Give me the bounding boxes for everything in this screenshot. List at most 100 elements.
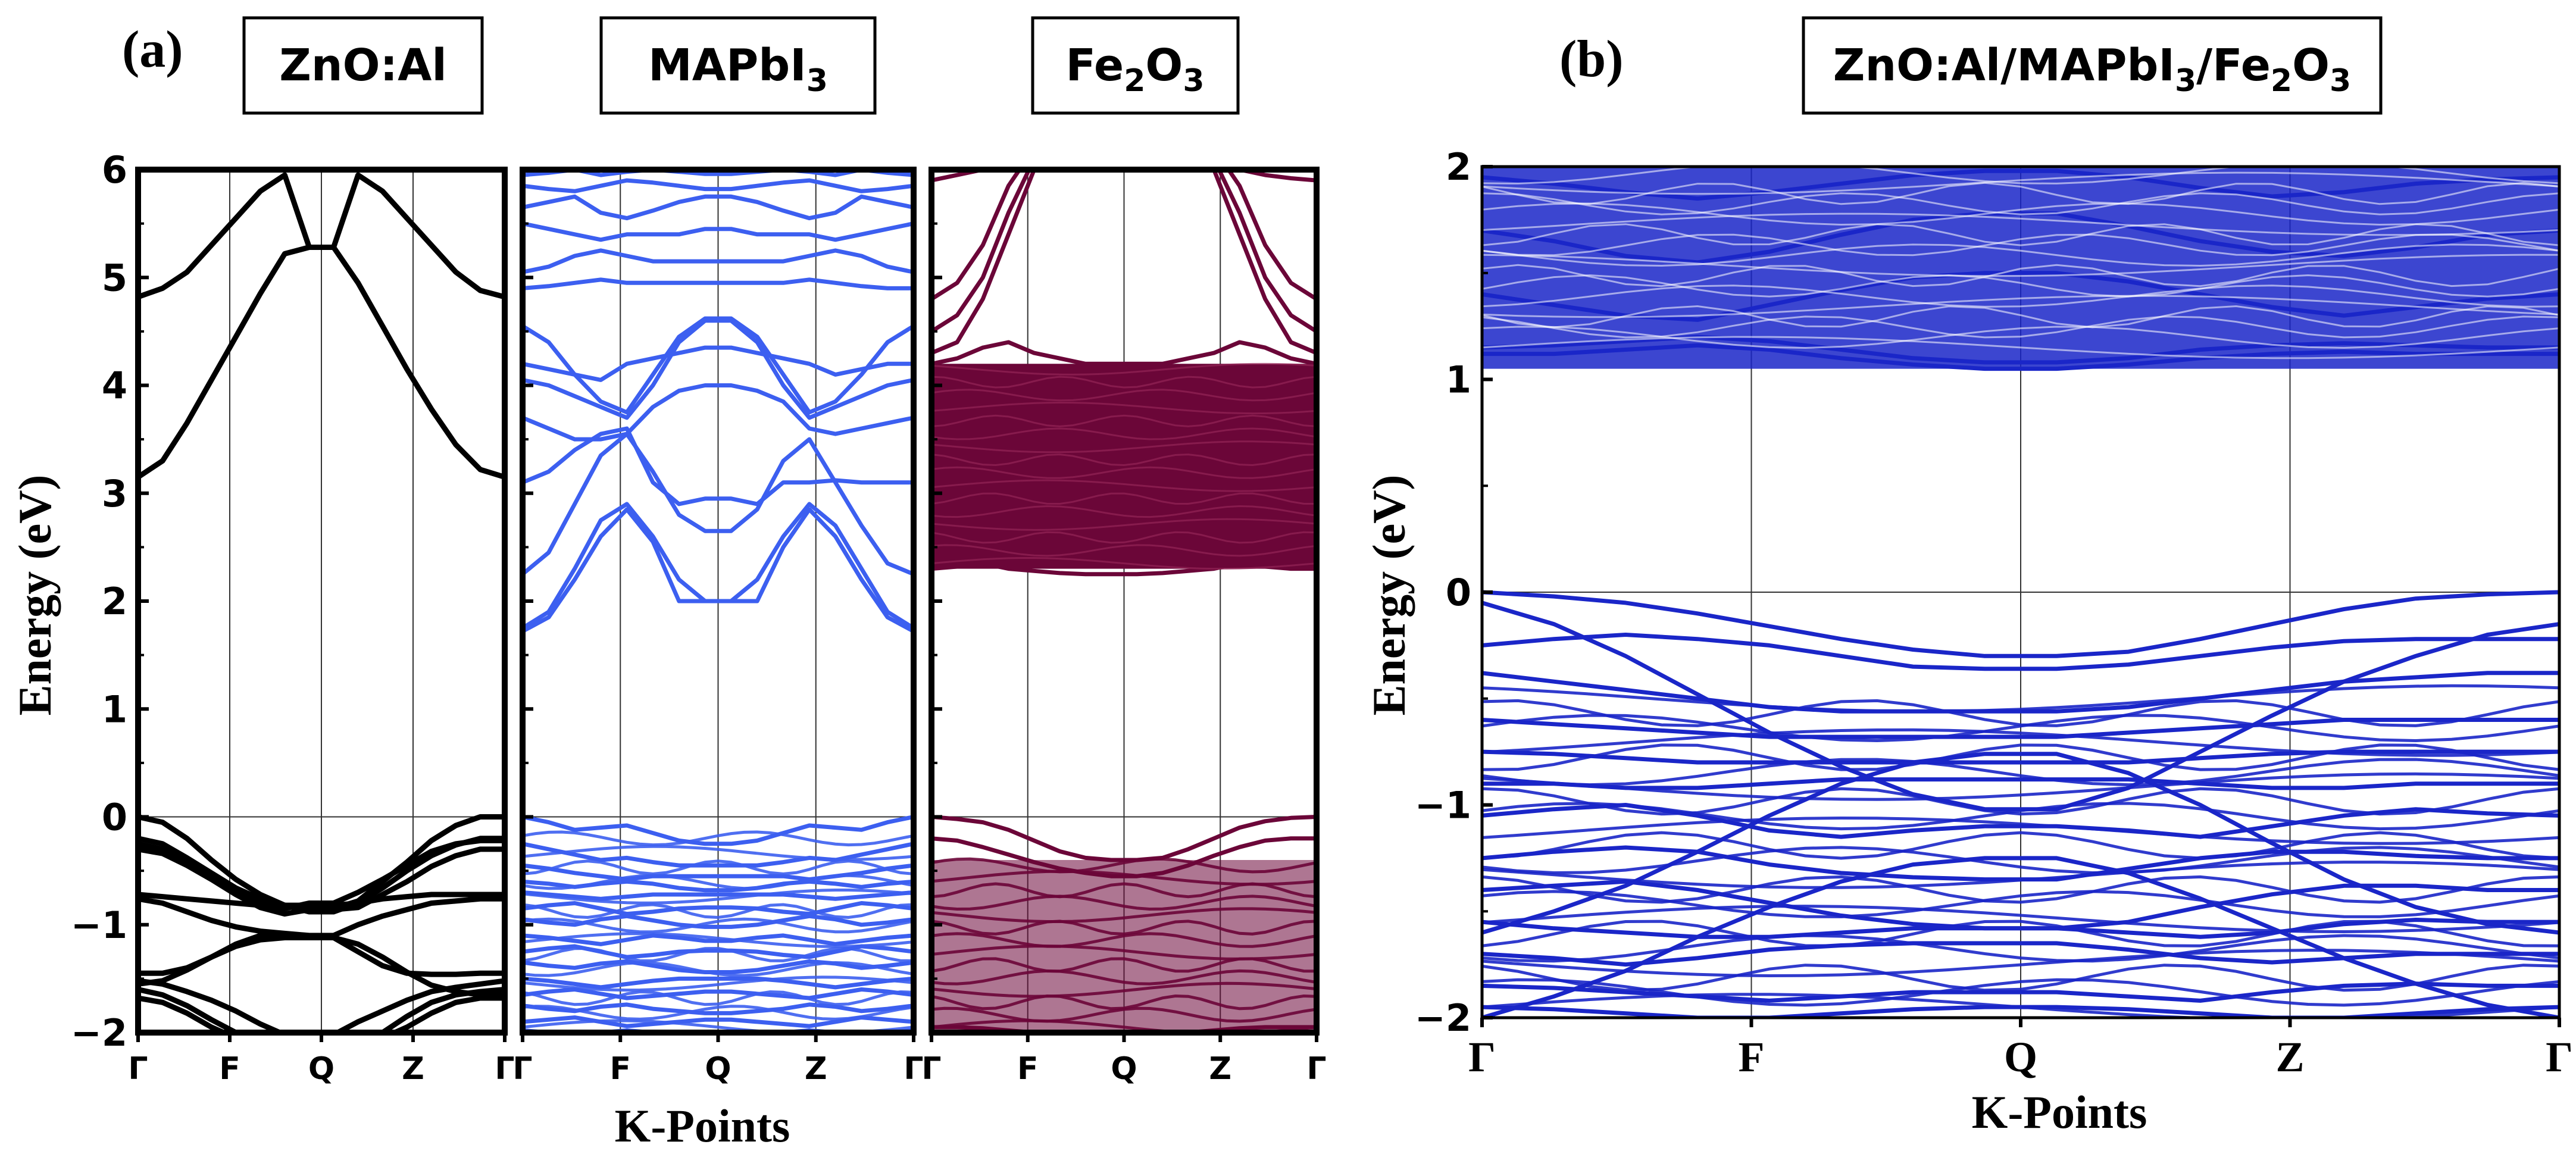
band-line-mapbi — [523, 316, 914, 415]
bands-zno — [138, 172, 505, 1033]
band-texture-line-fe2o3 — [931, 492, 1317, 505]
ytick-label-zno: −1 — [71, 903, 127, 947]
band-line-fe2o3 — [931, 815, 1317, 862]
band-line-zno — [138, 172, 505, 300]
band-line-hetero — [1482, 718, 2559, 739]
band-line-hetero — [1482, 343, 2559, 371]
band-line-hetero — [1482, 168, 2559, 201]
band-fill-line-fe2o3 — [931, 907, 1317, 923]
band-line-hetero — [1482, 803, 2559, 839]
ytick-label-zno: 0 — [102, 796, 127, 839]
band-line-hetero — [1482, 671, 2559, 714]
band-line-mapbi — [523, 431, 914, 576]
band-texture-line-fe2o3 — [931, 518, 1317, 531]
ytick-label-zno: 3 — [102, 472, 127, 515]
band-texture-line-fe2o3 — [931, 466, 1317, 479]
band-fill-line-hetero — [1482, 978, 2559, 1007]
band-gap-line-hetero — [1482, 167, 2559, 184]
band-line-mapbi — [523, 890, 914, 901]
band-line-hetero — [1482, 633, 2559, 671]
band-fill-line-mapbi — [523, 917, 914, 934]
kpoint-label-hetero: Γ — [2546, 1033, 2573, 1081]
bands-mapbi — [523, 170, 914, 1033]
band-texture-line-fe2o3 — [931, 531, 1317, 544]
ytick-label-zno: 5 — [102, 256, 127, 299]
band-fill-line-hetero — [1482, 993, 2559, 1018]
conduction-band-region-hetero — [1482, 167, 2559, 369]
band-line-zno — [138, 987, 505, 1033]
band-gap-line-hetero — [1482, 264, 2559, 287]
band-line-zno — [138, 995, 505, 1033]
band-fill-line-fe2o3 — [931, 945, 1317, 961]
band-gap-line-hetero — [1482, 233, 2559, 257]
band-texture-line-fe2o3 — [931, 376, 1317, 389]
bands-fe2o3 — [931, 170, 1317, 1033]
band-fill-line-fe2o3 — [931, 932, 1317, 948]
panel-hetero: −2 −1 0 1 2 Γ F Q Z Γ — [1415, 145, 2573, 1081]
title-zno: ZnO:Al — [279, 40, 446, 91]
band-fill-line-fe2o3 — [931, 895, 1317, 911]
ytick-label-hetero: −2 — [1415, 996, 1471, 1040]
band-texture-line-fe2o3 — [931, 414, 1317, 427]
band-texture-line-fe2o3 — [931, 427, 1317, 440]
kpoint-label-fe2o3: Z — [1209, 1051, 1231, 1087]
band-fill-line-mapbi — [523, 1019, 914, 1033]
band-line-zno — [138, 892, 505, 908]
kpoint-label-mapbi: Q — [705, 1051, 731, 1087]
band-gap-line-hetero — [1482, 223, 2559, 246]
band-gap-line-hetero — [1482, 315, 2559, 339]
band-texture-line-fe2o3 — [931, 440, 1317, 454]
band-texture-line-fe2o3 — [931, 557, 1317, 570]
band-fill-line-mapbi — [523, 975, 914, 992]
kpoint-label-hetero: Q — [2004, 1033, 2037, 1081]
band-fill-line-hetero — [1482, 875, 2559, 904]
band-gap-line-hetero — [1482, 305, 2559, 329]
band-line-hetero — [1482, 752, 2559, 935]
kpoint-label-fe2o3: Γ — [921, 1051, 941, 1087]
band-line-hetero — [1482, 271, 2559, 322]
band-gap-line-hetero — [1482, 254, 2559, 277]
ylabel-b: Energy (eV) — [1363, 474, 1415, 715]
band-fill-line-mapbi — [523, 961, 914, 977]
kpoint-label-hetero: F — [1739, 1033, 1765, 1081]
band-line-hetero — [1482, 590, 2559, 658]
ytick-label-zno: 4 — [102, 364, 127, 408]
kpoint-label-zno: F — [219, 1051, 240, 1087]
band-gap-line-hetero — [1482, 171, 2559, 195]
band-line-mapbi — [523, 933, 914, 946]
band-fill-line-mapbi — [523, 946, 914, 962]
band-fill-line-hetero — [1482, 949, 2559, 978]
band-gap-line-hetero — [1482, 336, 2559, 359]
band-fill-line-fe2o3 — [931, 969, 1317, 986]
ytick-label-hetero: −1 — [1415, 784, 1471, 827]
band-fill-line-hetero — [1482, 890, 2559, 918]
band-fill-line-hetero — [1482, 920, 2559, 947]
panel-label-b: (b) — [1559, 30, 1624, 88]
band-fill-line-hetero — [1482, 758, 2559, 787]
band-fill-line-mapbi — [523, 1005, 914, 1021]
band-line-mapbi — [523, 345, 914, 382]
band-fill-line-fe2o3 — [931, 1019, 1317, 1033]
band-gap-line-hetero — [1482, 274, 2559, 298]
ytick-label-zno: −2 — [71, 1011, 127, 1055]
band-fill-line-hetero — [1482, 846, 2559, 875]
band-fill-line-mapbi — [523, 990, 914, 1006]
title-box-mapbi: MAPbI3 — [599, 16, 877, 115]
band-line-zno — [138, 935, 505, 998]
band-line-mapbi — [523, 842, 914, 868]
band-fill-line-mapbi — [523, 859, 914, 875]
ytick-label-zno: 6 — [102, 148, 127, 192]
band-fill-line-hetero — [1482, 772, 2559, 801]
band-line-hetero — [1482, 856, 2559, 1018]
band-line-fe2o3 — [931, 170, 1317, 355]
band-line-mapbi — [523, 277, 914, 290]
band-fill-line-hetero — [1482, 816, 2559, 845]
band-texture-line-fe2o3 — [931, 389, 1317, 402]
band-line-hetero — [1482, 211, 2559, 265]
band-gap-line-hetero — [1482, 243, 2559, 267]
band-line-zno — [138, 846, 505, 917]
kpoint-label-fe2o3: Γ — [1306, 1051, 1326, 1087]
